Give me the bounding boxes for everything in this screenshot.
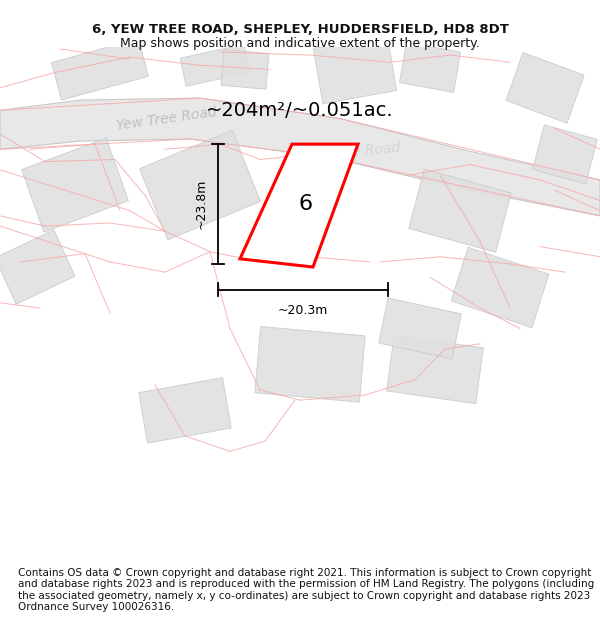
Text: ~23.8m: ~23.8m <box>195 179 208 229</box>
Polygon shape <box>180 44 250 86</box>
Polygon shape <box>221 49 269 89</box>
Polygon shape <box>409 169 511 252</box>
Polygon shape <box>533 125 598 184</box>
Text: Contains OS data © Crown copyright and database right 2021. This information is : Contains OS data © Crown copyright and d… <box>18 568 594 612</box>
Polygon shape <box>386 335 484 404</box>
Text: Yew Tree Road: Yew Tree Road <box>115 104 217 132</box>
Polygon shape <box>400 42 461 92</box>
Polygon shape <box>240 144 358 267</box>
Polygon shape <box>379 298 461 359</box>
Polygon shape <box>313 35 397 104</box>
Polygon shape <box>0 98 600 216</box>
Polygon shape <box>52 39 148 100</box>
Text: Tree Road: Tree Road <box>330 141 401 161</box>
Polygon shape <box>140 131 260 240</box>
Polygon shape <box>255 326 365 402</box>
Text: ~20.3m: ~20.3m <box>278 304 328 317</box>
Text: Map shows position and indicative extent of the property.: Map shows position and indicative extent… <box>120 38 480 51</box>
Polygon shape <box>451 248 549 328</box>
Polygon shape <box>506 52 584 123</box>
Polygon shape <box>139 378 231 443</box>
Text: ~204m²/~0.051ac.: ~204m²/~0.051ac. <box>206 101 394 120</box>
Polygon shape <box>22 138 128 232</box>
Text: 6: 6 <box>299 194 313 214</box>
Polygon shape <box>0 230 75 304</box>
Text: 6, YEW TREE ROAD, SHEPLEY, HUDDERSFIELD, HD8 8DT: 6, YEW TREE ROAD, SHEPLEY, HUDDERSFIELD,… <box>92 23 508 36</box>
